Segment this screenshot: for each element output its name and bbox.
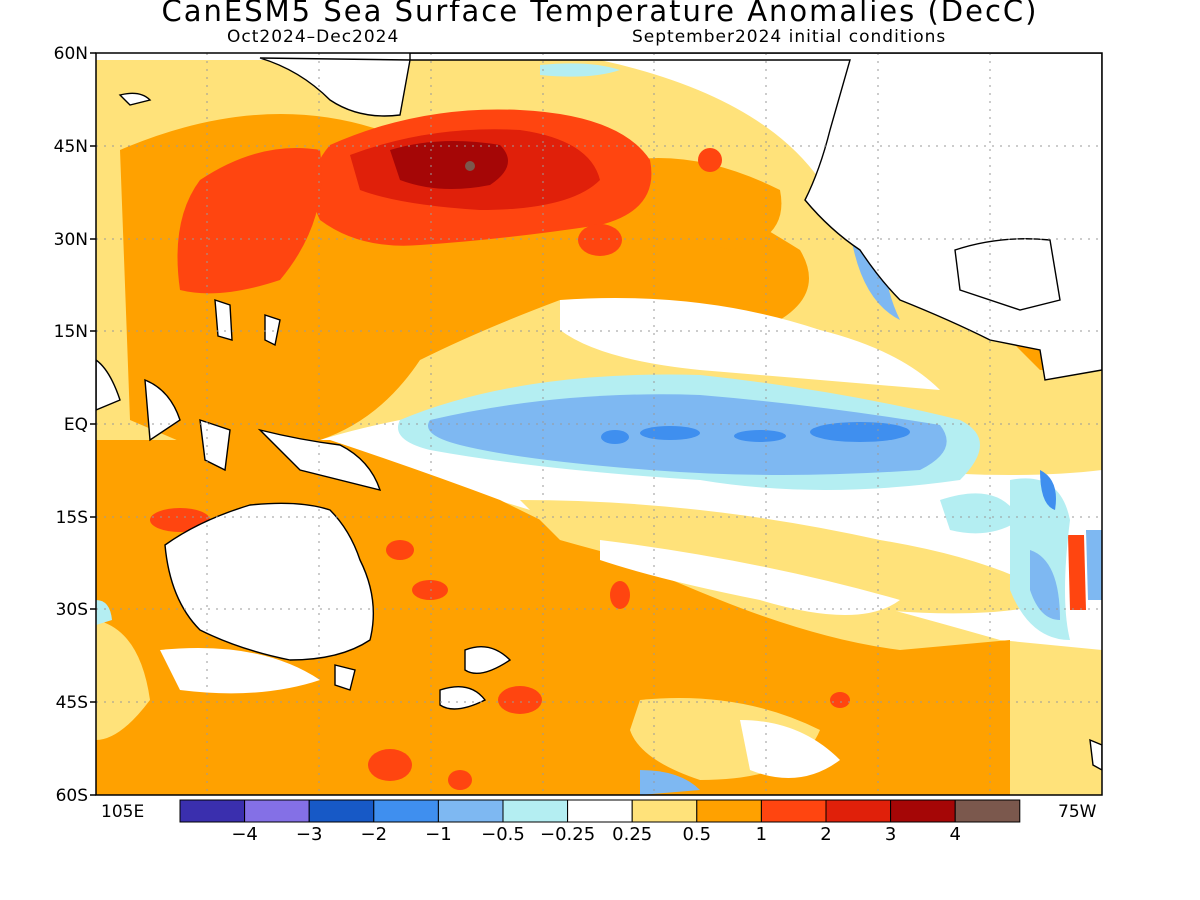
colorbar-label: −2 xyxy=(360,824,388,845)
colorbar-label: 1 xyxy=(755,824,768,845)
init-subtitle: September2024 initial conditions xyxy=(632,27,947,47)
colorbar-swatch xyxy=(373,799,439,823)
colorbar-swatch xyxy=(760,799,827,823)
colorbar-label: −0.5 xyxy=(481,824,525,845)
colorbar-label: −3 xyxy=(295,824,323,845)
lat-label: EQ xyxy=(63,415,88,435)
lat-label: 15N xyxy=(53,322,88,342)
colorbar-label: −1 xyxy=(425,824,452,845)
lat-label: 45N xyxy=(53,137,88,157)
lat-label: 45S xyxy=(55,693,88,713)
lon-label-right: 75W xyxy=(1058,802,1097,822)
anomaly-field xyxy=(96,53,1102,795)
colorbar-label: 4 xyxy=(949,824,961,845)
colorbar-swatch xyxy=(631,799,698,823)
colorbar-label: 2 xyxy=(820,824,832,845)
colorbar-swatch xyxy=(696,799,762,823)
lat-label: 60N xyxy=(53,44,88,64)
lat-label: 30N xyxy=(53,230,88,250)
lat-ticks xyxy=(90,52,96,796)
colorbar-swatch xyxy=(825,799,892,823)
map-title: CanESM5 Sea Surface Temperature Anomalie… xyxy=(161,0,1039,28)
colorbar-swatch xyxy=(179,799,246,823)
lat-label: 30S xyxy=(55,600,88,620)
colorbar-swatch xyxy=(890,799,956,823)
colorbar-swatch xyxy=(502,799,569,823)
colorbar-label: 0.25 xyxy=(612,824,653,845)
colorbar-label: 3 xyxy=(884,824,897,845)
colorbar-label: −0.25 xyxy=(540,824,596,845)
colorbar-swatch xyxy=(244,799,310,823)
lon-label-left: 105E xyxy=(101,802,145,822)
lat-label: 15S xyxy=(55,508,88,528)
colorbar-swatch xyxy=(567,799,633,823)
lat-label: 60S xyxy=(55,786,88,806)
colorbar-swatch xyxy=(308,799,375,823)
colorbar-label: 0.5 xyxy=(682,824,712,845)
land-masses xyxy=(96,53,1102,771)
colorbar-label: −4 xyxy=(231,824,258,845)
period-subtitle: Oct2024–Dec2024 xyxy=(227,27,400,47)
colorbar-swatch xyxy=(437,799,504,823)
colorbar-swatch xyxy=(954,799,1021,823)
